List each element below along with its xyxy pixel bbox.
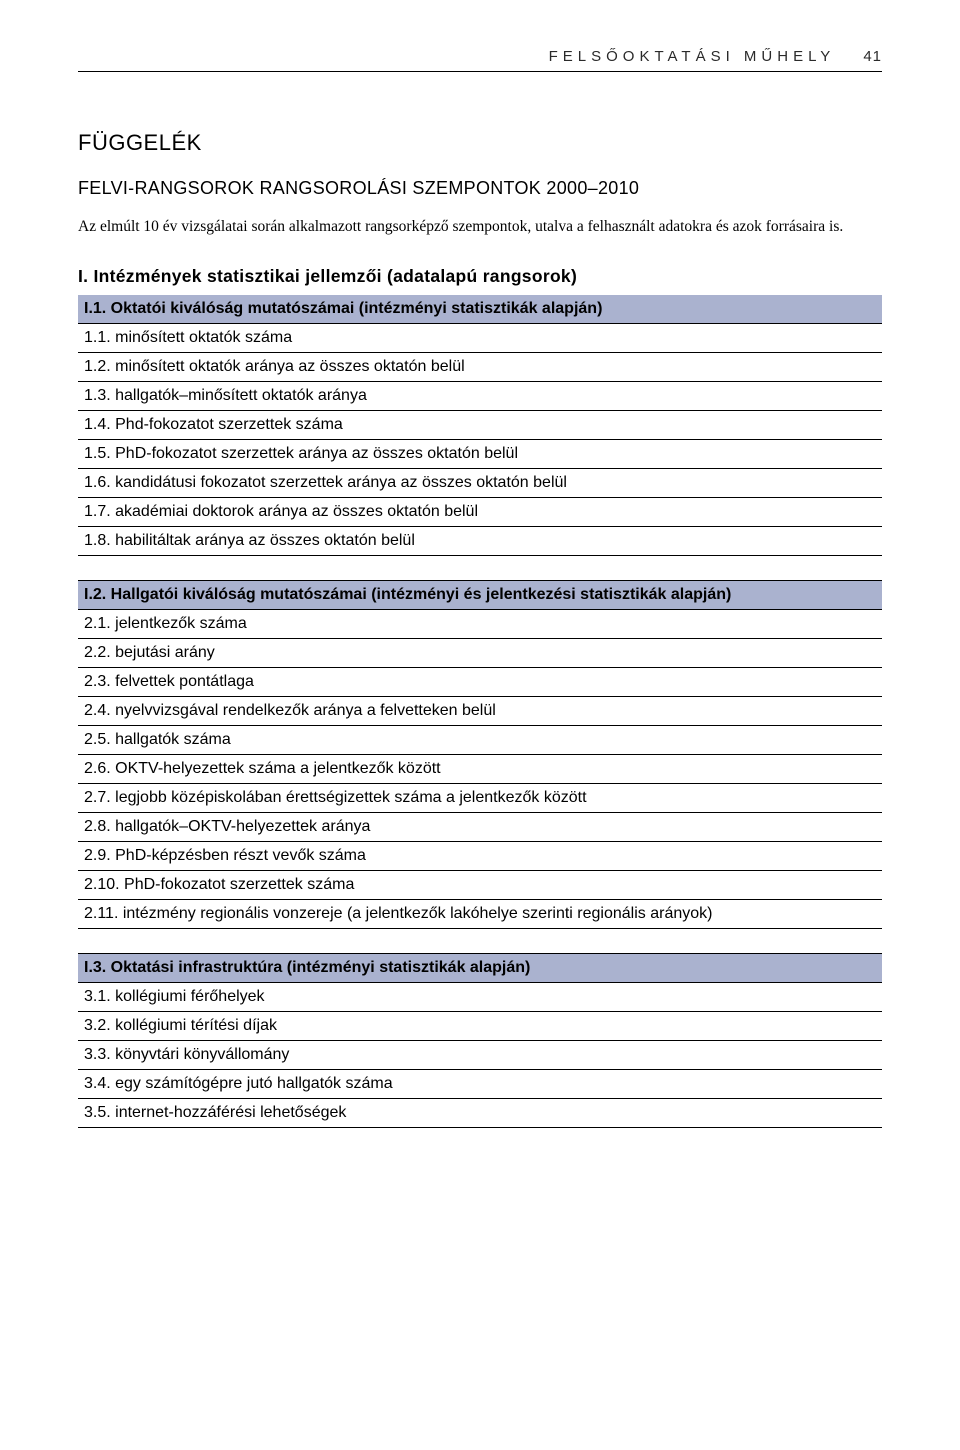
- table-header: I.1. Oktatói kiválóság mutatószámai (int…: [78, 295, 882, 324]
- section-heading: I. Intézmények statisztikai jellemzői (a…: [78, 266, 882, 287]
- table-row: 1.5. PhD-fokozatot szerzettek aránya az …: [78, 440, 882, 469]
- table-row: 1.1. minősített oktatók száma: [78, 324, 882, 353]
- table-row: 3.5. internet-hozzáférési lehetőségek: [78, 1099, 882, 1128]
- running-header: FELSŐOKTATÁSI MŰHELY 41: [78, 48, 882, 72]
- table-row: 1.7. akadémiai doktorok aránya az összes…: [78, 498, 882, 527]
- table-row: 2.7. legjobb középiskolában érettségizet…: [78, 784, 882, 813]
- page-number: 41: [863, 48, 882, 65]
- table-row: 2.11. intézmény regionális vonzereje (a …: [78, 900, 882, 929]
- document-subtitle: FELVI-RANGSOROK RANGSOROLÁSI SZEMPONTOK …: [78, 178, 882, 199]
- table-row: 1.3. hallgatók–minősített oktatók aránya: [78, 382, 882, 411]
- table-row: 2.2. bejutási arány: [78, 639, 882, 668]
- table-row: 2.9. PhD-képzésben részt vevők száma: [78, 842, 882, 871]
- table-row: 1.4. Phd-fokozatot szerzettek száma: [78, 411, 882, 440]
- table-block: I.1. Oktatói kiválóság mutatószámai (int…: [78, 295, 882, 556]
- table-header: I.2. Hallgatói kiválóság mutatószámai (i…: [78, 580, 882, 610]
- table-row: 1.8. habilitáltak aránya az összes oktat…: [78, 527, 882, 556]
- table-row: 2.5. hallgatók száma: [78, 726, 882, 755]
- intro-paragraph: Az elmúlt 10 év vizsgálatai során alkalm…: [78, 217, 882, 238]
- table-row: 1.6. kandidátusi fokozatot szerzettek ar…: [78, 469, 882, 498]
- table-row: 1.2. minősített oktatók aránya az összes…: [78, 353, 882, 382]
- table-block: I.2. Hallgatói kiválóság mutatószámai (i…: [78, 580, 882, 929]
- table-row: 2.8. hallgatók–OKTV-helyezettek aránya: [78, 813, 882, 842]
- table-row: 3.4. egy számítógépre jutó hallgatók szá…: [78, 1070, 882, 1099]
- table-row: 2.10. PhD-fokozatot szerzettek száma: [78, 871, 882, 900]
- table-row: 2.1. jelentkezők száma: [78, 610, 882, 639]
- table-header: I.3. Oktatási infrastruktúra (intézményi…: [78, 953, 882, 983]
- tables-container: I.1. Oktatói kiválóság mutatószámai (int…: [78, 295, 882, 1128]
- table-block: I.3. Oktatási infrastruktúra (intézményi…: [78, 953, 882, 1128]
- header-title: FELSŐOKTATÁSI MŰHELY: [549, 48, 836, 65]
- table-row: 2.3. felvettek pontátlaga: [78, 668, 882, 697]
- table-row: 2.6. OKTV-helyezettek száma a jelentkező…: [78, 755, 882, 784]
- table-row: 3.1. kollégiumi férőhelyek: [78, 983, 882, 1012]
- table-row: 3.2. kollégiumi térítési díjak: [78, 1012, 882, 1041]
- appendix-label: FÜGGELÉK: [78, 130, 882, 156]
- table-row: 2.4. nyelvvizsgával rendelkezők aránya a…: [78, 697, 882, 726]
- table-row: 3.3. könyvtári könyvállomány: [78, 1041, 882, 1070]
